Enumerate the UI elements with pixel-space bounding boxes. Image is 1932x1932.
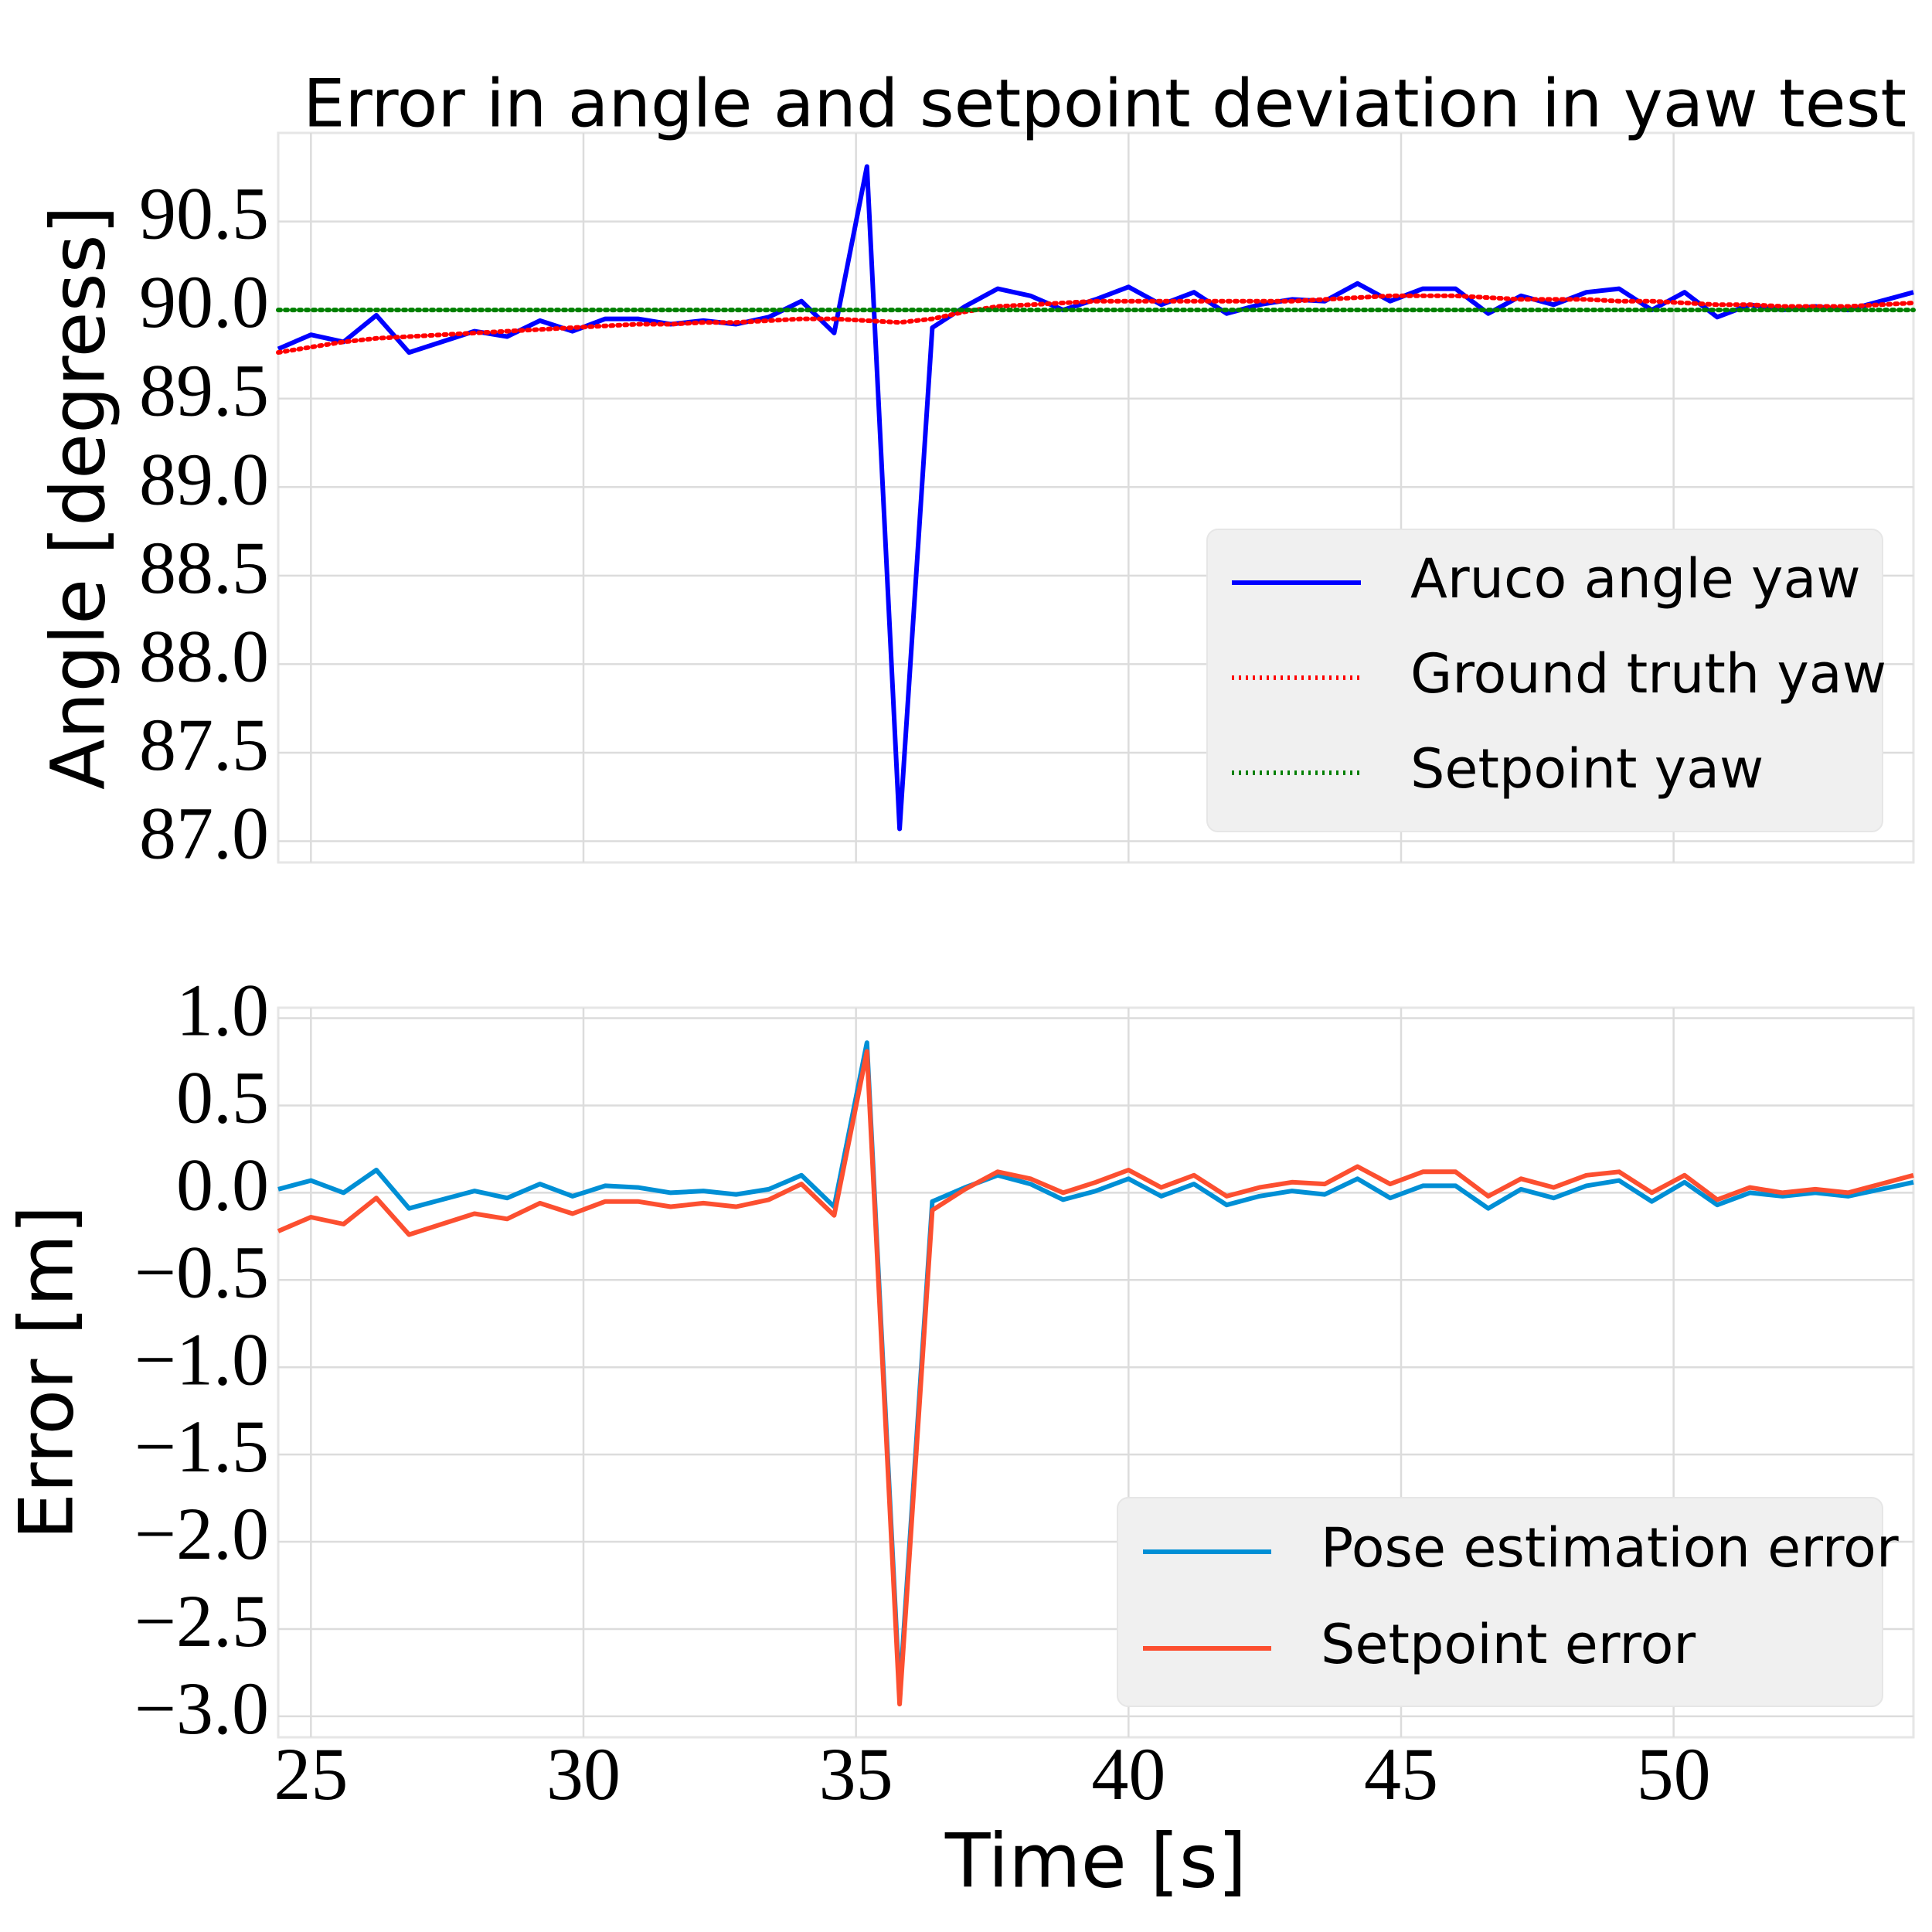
y-tick-label: 0.0 <box>176 1143 269 1226</box>
y-tick-label: 1.0 <box>176 969 269 1052</box>
x-tick-label: 50 <box>1637 1733 1711 1815</box>
y-axis-label: Angle [degress] <box>35 206 121 790</box>
series-line <box>276 293 1916 355</box>
y-tick-label: 89.0 <box>139 437 269 520</box>
y-tick-label: 87.5 <box>139 703 269 786</box>
plot-lines <box>277 1040 1914 1707</box>
y-tick-label: 87.0 <box>139 792 269 875</box>
legend-label: Pose estimation error <box>1321 1516 1899 1580</box>
legend-label: Ground truth yaw <box>1410 642 1886 706</box>
y-tick-label: 88.5 <box>139 526 269 609</box>
legend-label: Setpoint error <box>1321 1613 1696 1676</box>
legend: Aruco angle yaw Ground truth yaw Setpoint … <box>1206 529 1886 832</box>
plot-lines <box>276 164 1916 832</box>
y-tick-label: −2.5 <box>134 1580 269 1662</box>
y-axis-label: Error [m] <box>3 1206 90 1540</box>
x-axis-label: Time [s] <box>944 1818 1247 1904</box>
series-line <box>277 1049 1914 1707</box>
y-tick-label: 90.5 <box>139 172 269 255</box>
y-tick-label: 90.0 <box>139 260 269 343</box>
legend-label: Setpoint yaw <box>1410 737 1764 801</box>
x-tick-label: 30 <box>546 1733 621 1815</box>
y-tick-label: −1.0 <box>134 1318 269 1400</box>
y-tick-label: −0.5 <box>134 1230 269 1313</box>
legend-box <box>1117 1497 1883 1707</box>
series-line <box>277 1040 1914 1696</box>
y-tick-label: −2.0 <box>134 1492 269 1575</box>
legend: Pose estimation error Setpoint error <box>1117 1497 1899 1707</box>
x-tick-label: 40 <box>1091 1733 1165 1815</box>
x-tick-label: 25 <box>274 1733 348 1815</box>
legend-label: Aruco angle yaw <box>1410 547 1861 611</box>
chart-title: Error in angle and setpoint deviation in… <box>303 65 1932 142</box>
x-tick-label: 35 <box>819 1733 893 1815</box>
y-tick-label: 0.5 <box>176 1056 269 1139</box>
y-tick-label: 89.5 <box>139 349 269 432</box>
y-tick-label: −3.0 <box>134 1667 269 1750</box>
y-tick-label: −1.5 <box>134 1405 269 1488</box>
legend-box <box>1206 529 1883 832</box>
y-tick-label: 88.0 <box>139 614 269 697</box>
x-tick-label: 45 <box>1364 1733 1438 1815</box>
